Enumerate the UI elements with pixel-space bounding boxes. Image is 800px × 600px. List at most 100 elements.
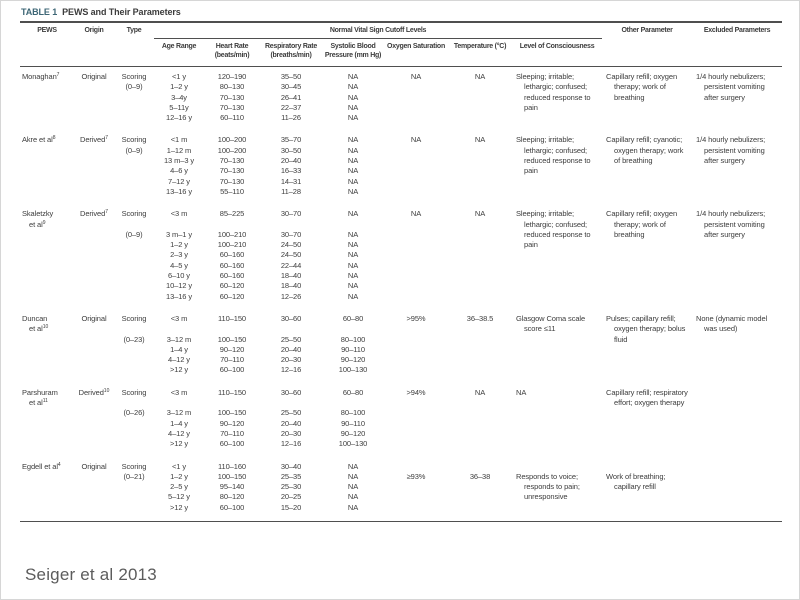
cell-line: 12–16 bbox=[280, 365, 302, 375]
cell-oxygen-saturation: NA bbox=[384, 67, 448, 136]
cell-line: >12 y bbox=[169, 502, 189, 512]
cell-excluded-parameters: None (dynamic model was used) bbox=[692, 314, 782, 388]
cell-line: NA bbox=[347, 250, 359, 260]
cell-line: 22–37 bbox=[280, 102, 302, 112]
cell-line: NA bbox=[347, 209, 359, 219]
pews-row: Egdell et al4 Original Scoring (0–21) <1 y 1–… bbox=[20, 462, 782, 522]
cell-systolic-bp: 60–80 80–100 90–110 90–120 100–130 bbox=[322, 388, 384, 462]
cell-respiratory-rate: 30–60 25–50 20–40 20–30 12–16 bbox=[260, 388, 322, 462]
cell-line: 1–4 y bbox=[170, 418, 188, 428]
cell-line: 3–4y bbox=[171, 92, 187, 102]
cell-text-block: NA bbox=[513, 388, 601, 398]
cell-respiratory-rate: 30–40 25–35 25–30 20–25 15–20 bbox=[260, 462, 322, 522]
cell-heart-rate: 100–200 100–200 70–130 70–130 70–130 55–110 bbox=[204, 135, 260, 209]
cell-line: 30–40 bbox=[280, 461, 302, 471]
pews-row: Skaletzky et al9 Derived7 Scoring (0–9) <3 m… bbox=[20, 209, 782, 314]
cell-line: <3 m bbox=[170, 209, 188, 219]
wrapped-text: Responds to voice; responds to pain; unr… bbox=[516, 471, 580, 502]
cell-level-of-consciousness: Sleeping; irritable; lethargic; confused… bbox=[512, 209, 602, 314]
cell-line bbox=[155, 398, 203, 408]
cell-origin: Original bbox=[74, 462, 114, 522]
cell-line: (0–26) bbox=[123, 408, 145, 418]
cell-line: 70–130 bbox=[219, 156, 245, 166]
cell-line bbox=[323, 398, 383, 408]
cell-line: Monaghan7 bbox=[22, 72, 60, 81]
cell-excluded-parameters bbox=[692, 388, 782, 462]
cell-line: 70–110 bbox=[220, 428, 244, 438]
cell-line: NA bbox=[347, 461, 359, 471]
cell-line: NA bbox=[347, 186, 359, 196]
cell-pews-name: Monaghan7 bbox=[20, 67, 74, 136]
cell-line: 20–40 bbox=[280, 344, 302, 354]
table-header: PEWS Origin Type Normal Vital Sign Cutof… bbox=[20, 22, 783, 67]
cell-line: 25–30 bbox=[280, 482, 302, 492]
cell-line: 90–110 bbox=[341, 344, 365, 354]
cell-line: 20–40 bbox=[280, 156, 302, 166]
cell-line: NA bbox=[347, 145, 359, 155]
cell-line: 30–60 bbox=[280, 387, 302, 397]
wrapped-text: Capillary refill; cyanotic; oxygen thera… bbox=[606, 135, 684, 166]
cell-line: NA bbox=[347, 492, 359, 502]
cell-line: NA bbox=[347, 72, 359, 81]
cell-line bbox=[155, 220, 203, 230]
cell-line: 4–6 y bbox=[170, 166, 188, 176]
cell-line: 15–20 bbox=[280, 502, 302, 512]
cell-line: Scoring bbox=[121, 461, 147, 471]
cell-line: NA bbox=[347, 260, 359, 270]
cell-line bbox=[115, 398, 153, 408]
cell-level-of-consciousness: NA bbox=[512, 388, 602, 462]
cell-line: 2–5 y bbox=[170, 482, 188, 492]
cell-text-block: 1/4 hourly nebulizers; persistent vomiti… bbox=[693, 72, 781, 103]
cell-line: 60–110 bbox=[220, 113, 244, 123]
cell-type: Scoring (0–23) bbox=[114, 314, 154, 388]
cell-line: NA bbox=[347, 166, 359, 176]
cell-level-of-consciousness: Glasgow Coma scale score ≤11 bbox=[512, 314, 602, 388]
cell-line: 70–130 bbox=[219, 102, 245, 112]
cell-line bbox=[261, 398, 321, 408]
cell-line: 1–2 y bbox=[170, 471, 188, 481]
cell-text-block: 1/4 hourly nebulizers; persistent vomiti… bbox=[693, 135, 781, 166]
cell-line: 90–120 bbox=[219, 344, 245, 354]
cell-line: Scoring bbox=[121, 387, 147, 397]
cell-age-range: <1 y 1–2 y 2–5 y 5–12 y >12 y bbox=[154, 462, 204, 522]
pews-row: Monaghan7 Original Scoring (0–9) <1 y 1–2 y 3–… bbox=[20, 67, 782, 136]
cell-type: Scoring (0–9) bbox=[114, 67, 154, 136]
cell-text-block: Sleeping; irritable; lethargic; confused… bbox=[513, 209, 601, 250]
cell-line: NA bbox=[347, 135, 359, 145]
col-header-heart-rate: Heart Rate (beats/min) bbox=[204, 38, 260, 67]
cell-heart-rate: 110–160 100–150 95–140 80–120 60–100 bbox=[204, 462, 260, 522]
cell-line: 20–40 bbox=[280, 418, 302, 428]
cell-line: NA bbox=[347, 113, 359, 123]
wrapped-text: NA bbox=[516, 387, 527, 397]
cell-line: 90–120 bbox=[340, 355, 366, 365]
cell-line: 60–160 bbox=[219, 260, 245, 270]
cell-temperature: 36–38 bbox=[448, 462, 512, 522]
wrapped-text: Pulses; capillary refill; oxygen therapy… bbox=[606, 313, 686, 344]
cell-line: 12–16 bbox=[280, 439, 302, 449]
cell-line: NA bbox=[347, 471, 359, 481]
cell-line: >95% bbox=[406, 313, 426, 323]
cell-text-block: Sleeping; irritable; lethargic; confused… bbox=[513, 72, 601, 113]
cell-heart-rate: 110–150 100–150 90–120 70–110 60–100 bbox=[204, 314, 260, 388]
cell-line: (0–9) bbox=[125, 145, 143, 155]
cell-line: NA bbox=[410, 72, 422, 81]
cell-text-block: Glasgow Coma scale score ≤11 bbox=[513, 314, 601, 335]
cell-line: Derived10 bbox=[78, 387, 110, 397]
source-caption: Seiger et al 2013 bbox=[25, 565, 157, 584]
cell-line bbox=[155, 324, 203, 334]
cell-origin: Derived10 bbox=[74, 388, 114, 462]
cell-line: 100–130 bbox=[338, 439, 368, 449]
cell-line: 3–12 m bbox=[166, 334, 192, 344]
cell-line: NA bbox=[347, 502, 359, 512]
blank-line bbox=[516, 462, 601, 472]
cell-line: 60–160 bbox=[219, 250, 245, 260]
cell-line: 60–100 bbox=[219, 502, 245, 512]
cell-line: 20–30 bbox=[280, 428, 302, 438]
cell-heart-rate: 110–150 100–150 90–120 70–110 60–100 bbox=[204, 388, 260, 462]
table-title: TABLE 1 PEWS and Their Parameters bbox=[21, 7, 782, 17]
cell-pews-name: Skaletzky et al9 bbox=[20, 209, 74, 314]
cell-line: 60–80 bbox=[342, 313, 364, 323]
cell-line: 22–44 bbox=[280, 260, 302, 270]
cell-line: 60–100 bbox=[219, 439, 245, 449]
cell-line: 20–25 bbox=[280, 492, 302, 502]
